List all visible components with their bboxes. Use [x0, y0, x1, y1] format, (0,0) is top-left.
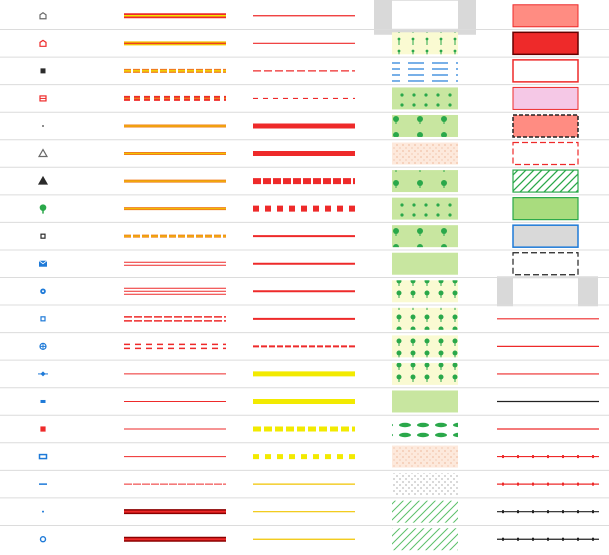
pattern-swatch [392, 114, 458, 137]
pattern-swatch [392, 362, 458, 385]
triangle-icon [37, 148, 49, 158]
area-swatch [512, 224, 579, 248]
rect-icon [38, 453, 48, 460]
circle-icon [40, 288, 46, 295]
dot-icon [42, 510, 44, 513]
pattern-swatch [392, 390, 458, 413]
small-square-icon [40, 426, 46, 432]
line-column [253, 15, 355, 540]
area-swatch [512, 4, 579, 28]
grid-lines [0, 29, 609, 526]
pattern-swatch [392, 445, 458, 468]
symbol-column [37, 12, 49, 543]
pattern-swatch [392, 473, 458, 496]
diamond-icon [38, 371, 48, 377]
area-swatch [512, 114, 579, 138]
dot-icon [42, 124, 44, 127]
small-square-icon [40, 316, 46, 322]
double-line-column [124, 13, 226, 542]
area-swatch [497, 455, 599, 459]
area-swatch [512, 169, 579, 193]
area-swatch [512, 252, 579, 276]
square-icon [40, 68, 46, 74]
pattern-swatch [392, 280, 458, 303]
pattern-swatch [392, 335, 458, 358]
box-icon [39, 95, 47, 102]
area-style-column [497, 4, 599, 541]
line-symbol [124, 316, 226, 322]
pattern-swatch [392, 500, 458, 523]
area-swatch [512, 141, 579, 166]
line-symbol [124, 343, 226, 350]
area-swatch [512, 86, 579, 110]
pattern-swatch [392, 252, 458, 275]
pattern-swatch [392, 197, 458, 220]
pattern-swatch [392, 418, 458, 441]
pattern-swatch [392, 32, 458, 55]
line-symbol [124, 261, 226, 266]
area-swatch [497, 482, 599, 486]
line-symbol [124, 287, 226, 295]
pattern-swatch [392, 528, 458, 551]
pattern-swatch [392, 307, 458, 330]
pattern-swatch [392, 59, 458, 82]
house-icon [39, 12, 47, 20]
envelope-icon [38, 260, 48, 267]
ring-icon [39, 536, 47, 543]
pattern-swatch [392, 142, 458, 165]
pattern-column [374, 0, 476, 551]
pattern-swatch [374, 0, 476, 35]
pattern-swatch [392, 225, 458, 248]
area-swatch [512, 59, 579, 83]
area-swatch [497, 276, 598, 307]
tree-icon [39, 204, 47, 214]
triangle-icon [37, 175, 49, 185]
pattern-swatch [392, 87, 458, 110]
dash-icon [40, 399, 46, 403]
area-swatch [512, 197, 579, 221]
area-swatch [497, 510, 599, 514]
area-swatch [497, 537, 599, 541]
small-square-icon [40, 233, 46, 239]
pattern-swatch [392, 170, 458, 193]
crosshair-icon [39, 342, 47, 350]
area-swatch [512, 31, 579, 56]
house-icon [39, 39, 47, 47]
